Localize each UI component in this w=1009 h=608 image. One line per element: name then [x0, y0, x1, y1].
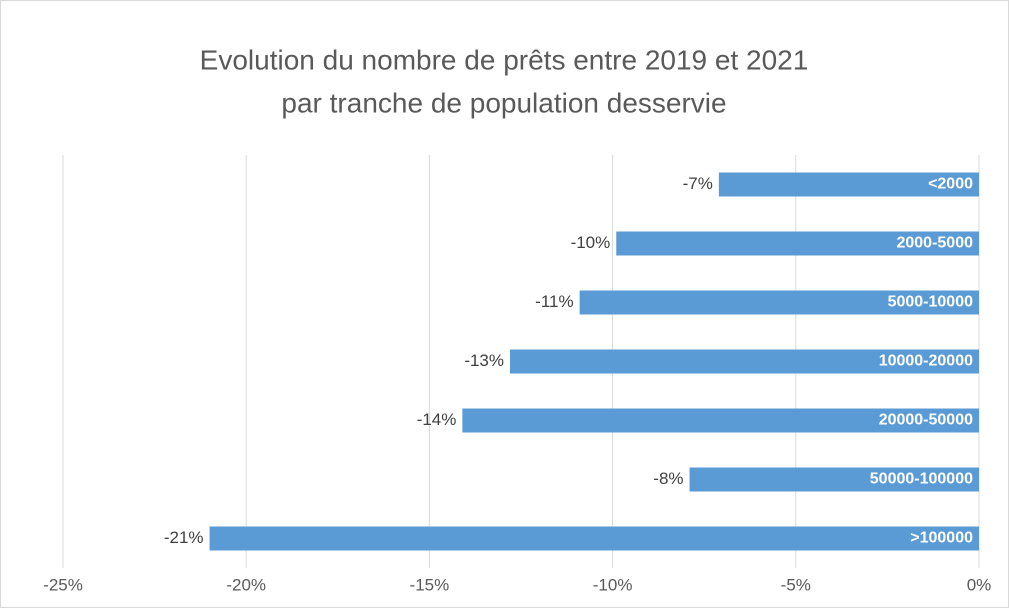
x-tick-label: -5% — [781, 575, 811, 594]
x-tick-label: -25% — [43, 575, 83, 594]
chart-title: Evolution du nombre de prêts entre 2019 … — [200, 44, 809, 75]
category-label: >100000 — [910, 530, 973, 547]
bar — [510, 349, 979, 374]
category-label: 20000-50000 — [879, 412, 973, 429]
category-label: <2000 — [928, 176, 973, 193]
value-label: -13% — [464, 351, 504, 370]
category-label: 50000-100000 — [870, 471, 973, 488]
bar — [689, 467, 979, 492]
bar — [718, 172, 979, 197]
x-tick-label: -15% — [410, 575, 450, 594]
value-label: -10% — [571, 233, 611, 252]
value-label: -14% — [417, 410, 457, 429]
bar — [462, 408, 980, 433]
category-label: 10000-20000 — [879, 353, 973, 370]
chart-title: par tranche de population desservie — [281, 87, 726, 118]
category-label: 2000-5000 — [896, 235, 973, 252]
x-tick-label: -10% — [593, 575, 633, 594]
x-tick-label: -20% — [226, 575, 266, 594]
value-label: -8% — [653, 469, 683, 488]
value-label: -21% — [164, 528, 204, 547]
x-tick-label: 0% — [967, 575, 992, 594]
bar — [579, 290, 979, 315]
value-label: -7% — [683, 174, 713, 193]
bar — [209, 526, 979, 551]
value-label: -11% — [535, 292, 573, 311]
bar — [616, 231, 979, 256]
category-label: 5000-10000 — [888, 294, 974, 311]
